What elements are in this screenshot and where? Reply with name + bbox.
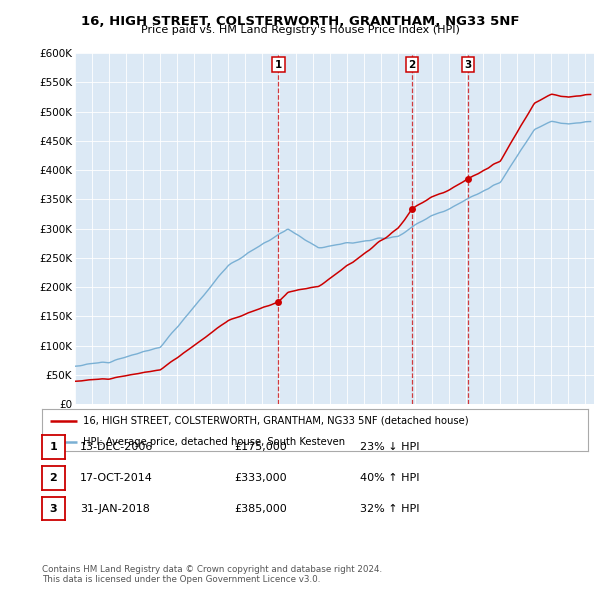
Text: £175,000: £175,000 xyxy=(234,442,287,452)
Text: 13-DEC-2006: 13-DEC-2006 xyxy=(80,442,153,452)
Text: 31-JAN-2018: 31-JAN-2018 xyxy=(80,504,149,513)
Text: 40% ↑ HPI: 40% ↑ HPI xyxy=(360,473,419,483)
Text: 16, HIGH STREET, COLSTERWORTH, GRANTHAM, NG33 5NF (detached house): 16, HIGH STREET, COLSTERWORTH, GRANTHAM,… xyxy=(83,416,469,426)
Text: 23% ↓ HPI: 23% ↓ HPI xyxy=(360,442,419,452)
Text: 2: 2 xyxy=(408,60,415,70)
Point xyxy=(407,205,416,214)
Text: 16, HIGH STREET, COLSTERWORTH, GRANTHAM, NG33 5NF: 16, HIGH STREET, COLSTERWORTH, GRANTHAM,… xyxy=(81,15,519,28)
Text: 3: 3 xyxy=(50,504,57,513)
Text: £385,000: £385,000 xyxy=(234,504,287,513)
Point xyxy=(274,297,283,306)
Text: 1: 1 xyxy=(275,60,282,70)
Text: 2: 2 xyxy=(50,473,57,483)
Text: 1: 1 xyxy=(50,442,57,452)
Text: 3: 3 xyxy=(464,60,472,70)
Point xyxy=(463,174,473,183)
Text: Contains HM Land Registry data © Crown copyright and database right 2024.
This d: Contains HM Land Registry data © Crown c… xyxy=(42,565,382,584)
Text: 17-OCT-2014: 17-OCT-2014 xyxy=(80,473,152,483)
Text: HPI: Average price, detached house, South Kesteven: HPI: Average price, detached house, Sout… xyxy=(83,437,345,447)
Text: 32% ↑ HPI: 32% ↑ HPI xyxy=(360,504,419,513)
Text: £333,000: £333,000 xyxy=(234,473,287,483)
Text: Price paid vs. HM Land Registry's House Price Index (HPI): Price paid vs. HM Land Registry's House … xyxy=(140,25,460,35)
